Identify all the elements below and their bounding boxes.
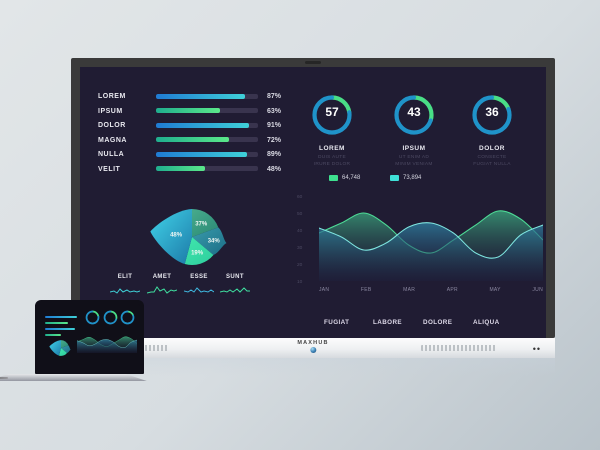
svg-text:37%: 37% [195, 222, 208, 228]
svg-text:48%: 48% [170, 232, 183, 238]
svg-text:19%: 19% [191, 251, 204, 257]
svg-text:34%: 34% [208, 238, 221, 244]
